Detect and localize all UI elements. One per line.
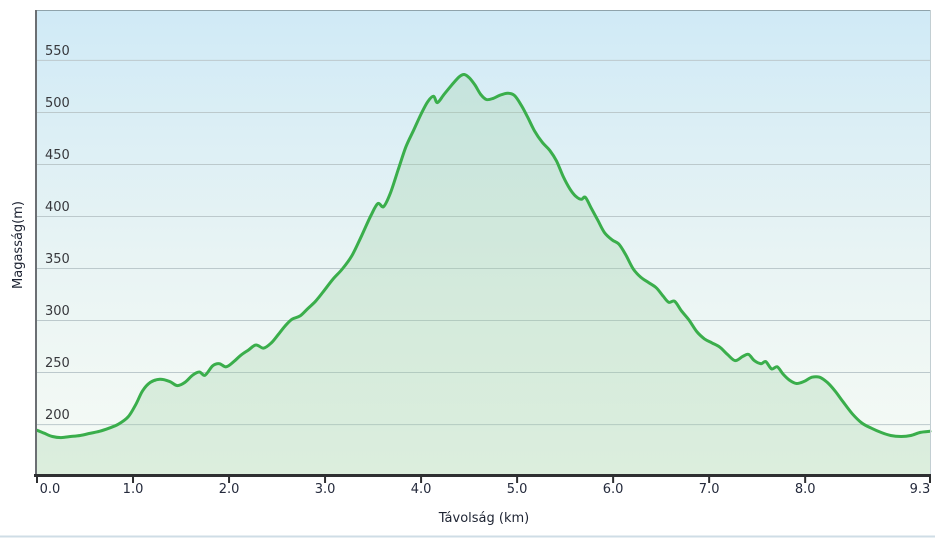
y-tick-label: 550 [45, 44, 70, 59]
x-tick-label: 8.0 [795, 482, 816, 497]
elevation-line [35, 72, 932, 440]
x-tick-label: 1.0 [123, 482, 144, 497]
x-tick-label: 0.0 [40, 482, 61, 497]
elevation-area-fill [37, 74, 930, 475]
y-tick-label: 250 [45, 356, 70, 371]
y-tick-label: 500 [45, 96, 70, 111]
tick-label-layer: 0.0 1.0 2.0 3.0 4.0 5.0 6.0 7.0 8.0 9.3 200 250 300 3… [40, 44, 931, 497]
x-tick-label: 6.0 [603, 482, 624, 497]
x-tick-label: 9.3 [910, 482, 931, 497]
y-tick-label: 200 [45, 408, 70, 423]
series-layer [35, 72, 932, 475]
x-tick-label: 7.0 [699, 482, 720, 497]
y-axis-title: Magasság(m) [11, 201, 26, 289]
x-tick-label: 2.0 [219, 482, 240, 497]
x-tick-label: 5.0 [507, 482, 528, 497]
y-tick-label: 400 [45, 200, 70, 215]
gridline-layer [37, 59, 930, 426]
x-tick-label: 3.0 [315, 482, 336, 497]
axes-layer [34, 10, 931, 483]
y-tick-label: 350 [45, 252, 70, 267]
x-tick-label: 4.0 [411, 482, 432, 497]
plot-background-layer [37, 10, 930, 474]
y-tick-label: 300 [45, 304, 70, 319]
y-tick-label: 450 [45, 148, 70, 163]
plot-background [37, 10, 930, 474]
x-axis-title: Távolság (km) [438, 511, 529, 526]
